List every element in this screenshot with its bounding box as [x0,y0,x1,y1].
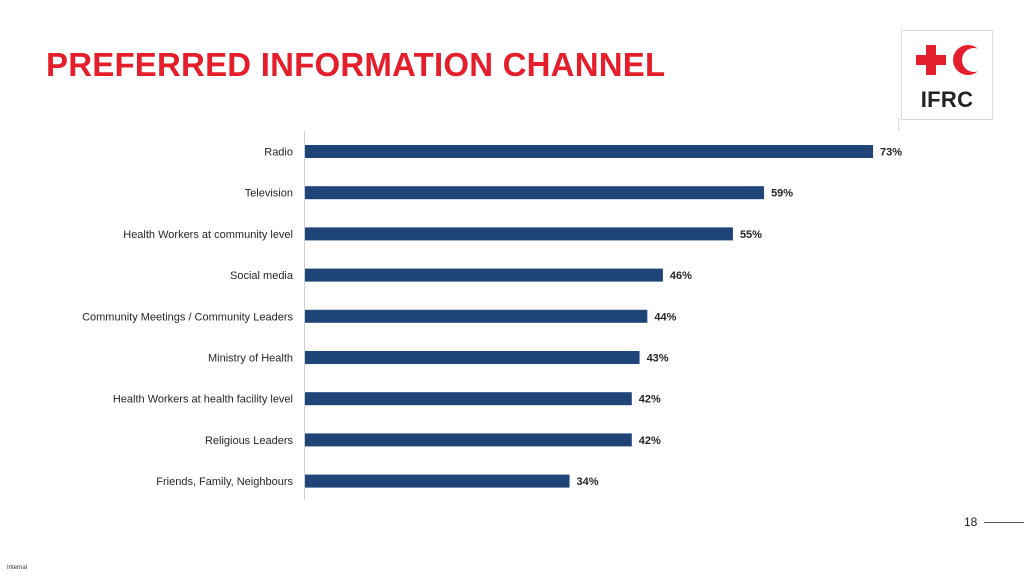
bar [305,186,765,200]
bar [305,433,632,447]
logo-emblems [916,45,982,75]
category-label: Religious Leaders [205,435,294,447]
red-cross-icon [916,45,946,75]
bar [305,145,873,158]
bar [305,474,570,488]
data-label: 34% [577,476,599,488]
category-label: Radio [264,147,293,159]
logo-divider [898,118,899,130]
category-label: Health Workers at community level [123,229,293,241]
ifrc-logo: IFRC [901,30,993,120]
category-label: Ministry of Health [208,353,293,365]
bar [305,309,648,323]
data-label: 55% [740,229,762,241]
red-crescent-icon [953,45,982,75]
data-label: 43% [647,353,669,365]
page-title: PREFERRED INFORMATION CHANNEL [46,46,666,83]
classification-label: Internal [7,565,28,571]
bar [305,351,640,364]
data-label: 46% [670,270,692,282]
data-label: 59% [771,188,793,200]
category-label: Social media [230,270,294,282]
bar [305,268,663,282]
page-number-rule [984,522,1024,523]
bar [305,227,733,241]
category-label: Friends, Family, Neighbours [156,476,293,488]
data-label: 42% [639,394,661,406]
bar [305,392,632,406]
category-label: Community Meetings / Community Leaders [82,311,293,323]
category-label: Television [245,188,293,200]
logo-text: IFRC [920,87,974,112]
data-label: 73% [880,147,902,159]
data-label: 42% [639,435,661,447]
data-label: 44% [654,311,676,323]
page-number: 18 [964,515,978,529]
category-label: Health Workers at health facility level [113,394,293,406]
bars-group: Radio 73% Television 59% Health Workers at c… [82,145,902,488]
